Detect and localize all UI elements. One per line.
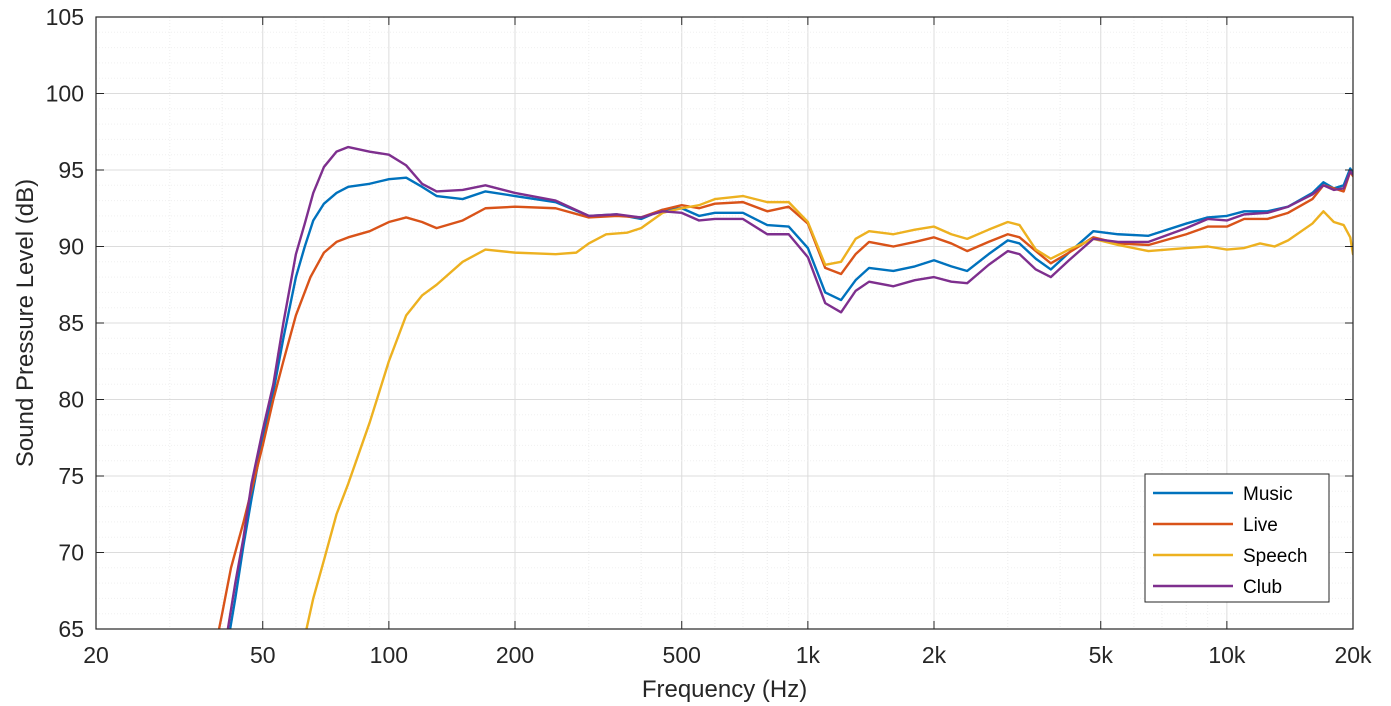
y-tick-labels: 65 70 75 80 85 90 95 100 105	[46, 4, 84, 642]
x-axis-title: Frequency (Hz)	[642, 676, 807, 703]
x-tick-label: 2k	[922, 642, 947, 668]
x-tick-label: 50	[250, 642, 276, 668]
y-tick-label: 70	[58, 540, 84, 566]
x-tick-label: 10k	[1208, 642, 1246, 668]
x-tick-label: 1k	[796, 642, 821, 668]
series-line-club	[226, 145, 1353, 629]
x-tick-label: 500	[663, 642, 701, 668]
legend: Music Live Speech Club	[1144, 473, 1330, 603]
y-tick-label: 105	[46, 4, 84, 30]
y-tick-label: 90	[58, 234, 84, 260]
x-tick-label: 20	[83, 642, 109, 668]
y-tick-label: 95	[58, 157, 84, 183]
y-tick-label: 85	[58, 310, 84, 336]
x-tick-labels: 20 50 100 200 500 1k 2k 5k 10k 20k	[83, 642, 1372, 668]
x-tick-label: 100	[370, 642, 408, 668]
x-tick-label: 5k	[1089, 642, 1114, 668]
legend-box	[1144, 473, 1330, 603]
legend-label-music: Music	[1243, 484, 1293, 505]
legend-label-live: Live	[1243, 515, 1278, 536]
y-tick-label: 65	[58, 616, 84, 642]
y-tick-label: 100	[46, 81, 84, 107]
legend-label-club: Club	[1243, 577, 1282, 598]
series-line-speech	[305, 194, 1353, 629]
y-tick-label: 75	[58, 463, 84, 489]
x-tick-label: 200	[496, 642, 534, 668]
series-line-music	[228, 167, 1353, 629]
legend-label-speech: Speech	[1243, 546, 1307, 567]
y-axis-title: Sound Pressure Level (dB)	[12, 179, 39, 467]
series-layer	[217, 145, 1353, 629]
x-tick-label: 20k	[1334, 642, 1372, 668]
y-tick-label: 80	[58, 387, 84, 413]
tick-marks	[95, 16, 1354, 630]
series-line-live	[217, 170, 1353, 629]
